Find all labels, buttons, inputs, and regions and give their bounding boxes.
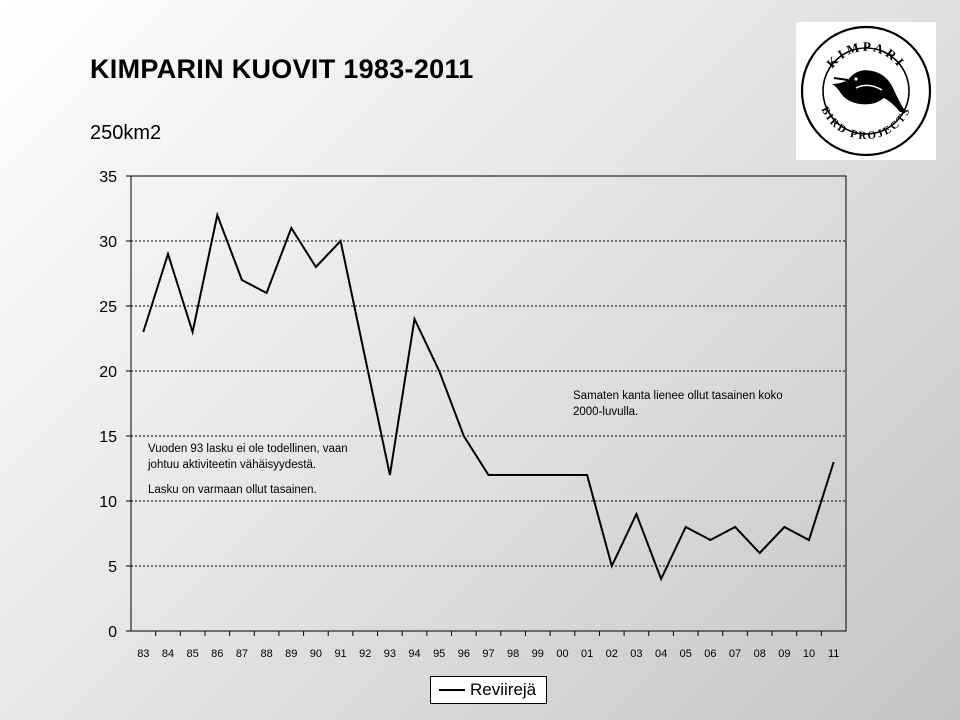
x-tick-label: 02 bbox=[606, 648, 618, 660]
y-axis-ticks: 0 5 10 15 20 25 30 35 bbox=[99, 169, 131, 641]
y-tick-label: 30 bbox=[99, 234, 117, 251]
page-title: KIMPARIN KUOVIT 1983-2011 bbox=[90, 54, 474, 84]
x-tick-label: 84 bbox=[162, 648, 174, 660]
annotation-3: Samaten kanta lienee ollut tasainen koko… bbox=[573, 388, 783, 420]
x-tick-label: 91 bbox=[334, 648, 346, 660]
x-tick-label: 06 bbox=[704, 648, 716, 660]
annotation-1-line-2: johtuu aktiviteetin vähäisyydestä. bbox=[148, 459, 317, 471]
kimpari-logo: KIMPARI BIRD PROJECTS bbox=[796, 22, 936, 160]
x-tick-label: 93 bbox=[384, 648, 396, 660]
x-tick-label: 98 bbox=[507, 648, 519, 660]
series-line bbox=[142, 211, 835, 582]
annotation-3-line-2: 2000-luvulla. bbox=[573, 406, 639, 418]
y-tick-label: 20 bbox=[99, 364, 117, 381]
x-tick-label: 94 bbox=[408, 648, 420, 660]
plot-area-frame bbox=[130, 175, 847, 632]
x-tick-label: 87 bbox=[236, 648, 248, 660]
page-subtitle: 250km2 bbox=[90, 122, 162, 144]
x-tick-label: 03 bbox=[630, 648, 642, 660]
y-tick-label: 10 bbox=[99, 494, 117, 511]
legend-label: Reviirejä bbox=[470, 680, 537, 699]
legend-line-swatch bbox=[439, 689, 465, 691]
annotation-1-line-1: Vuoden 93 lasku ei ole todellinen, vaan bbox=[148, 443, 348, 455]
x-tick-label: 90 bbox=[310, 648, 322, 660]
x-tick-label: 86 bbox=[211, 648, 223, 660]
x-tick-label: 01 bbox=[581, 648, 593, 660]
y-tick-label: 0 bbox=[108, 624, 117, 641]
x-tick-label: 08 bbox=[754, 648, 766, 660]
chart-legend: Reviirejä bbox=[430, 676, 547, 704]
annotation-2: Lasku on varmaan ollut tasainen. bbox=[148, 482, 317, 498]
x-tick-label: 09 bbox=[778, 648, 790, 660]
x-tick-label: 00 bbox=[556, 648, 568, 660]
grid-lines bbox=[131, 240, 846, 567]
x-tick-label: 83 bbox=[137, 648, 149, 660]
series-lines bbox=[142, 211, 835, 582]
annotation-2-line-1: Lasku on varmaan ollut tasainen. bbox=[148, 484, 317, 496]
x-tick-label: 11 bbox=[828, 648, 839, 660]
x-tick-label: 96 bbox=[458, 648, 470, 660]
x-tick-label: 89 bbox=[285, 648, 297, 660]
x-tick-label: 97 bbox=[482, 648, 494, 660]
y-tick-label: 15 bbox=[99, 429, 117, 446]
annotation-1: Vuoden 93 lasku ei ole todellinen, vaan … bbox=[148, 441, 348, 473]
x-tick-label: 92 bbox=[359, 648, 371, 660]
x-tick-label: 04 bbox=[655, 648, 667, 660]
x-tick-label: 88 bbox=[260, 648, 272, 660]
annotation-3-line-1: Samaten kanta lienee ollut tasainen koko bbox=[573, 390, 783, 402]
y-tick-label: 25 bbox=[99, 299, 117, 316]
x-axis-ticks: 83 84 85 86 87 88 89 90 91 92 93 94 95 96 97 98 99 00 01 02… bbox=[137, 631, 839, 660]
x-tick-label: 07 bbox=[729, 648, 741, 660]
x-tick-label: 85 bbox=[187, 648, 199, 660]
x-tick-label: 99 bbox=[532, 648, 544, 660]
y-tick-label: 5 bbox=[108, 559, 117, 576]
x-tick-label: 95 bbox=[433, 648, 445, 660]
x-tick-label: 10 bbox=[803, 648, 815, 660]
x-tick-label: 05 bbox=[680, 648, 692, 660]
bird-icon bbox=[832, 70, 906, 112]
y-tick-label: 35 bbox=[99, 169, 117, 186]
